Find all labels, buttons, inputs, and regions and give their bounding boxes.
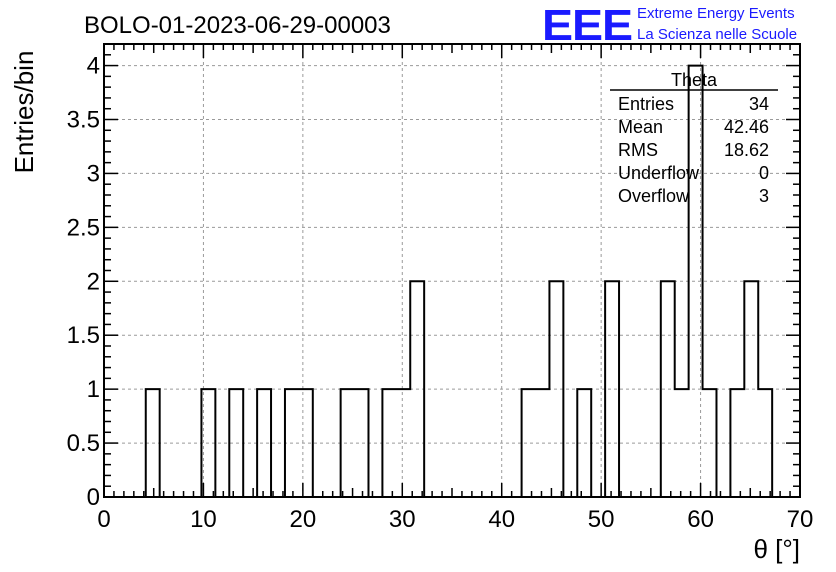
stats-value-entries: 34	[749, 94, 769, 114]
histogram-bin	[758, 389, 772, 497]
y-tick-label: 1	[87, 376, 100, 403]
y-axis-label: Entries/bin	[9, 51, 39, 174]
histogram-bin	[146, 389, 160, 497]
eee-logo: EEE Extreme Energy Events La Scienza nel…	[542, 1, 797, 50]
stats-label-entries: Entries	[618, 94, 674, 114]
x-tick-label: 0	[97, 506, 110, 533]
histogram-bin	[522, 389, 550, 497]
y-tick-label: 3	[87, 160, 100, 187]
stats-box: Theta Entries 34 Mean 42.46 RMS 18.62 Un…	[610, 70, 778, 206]
y-tick-label: 2	[87, 268, 100, 295]
stats-value-underflow: 0	[759, 163, 769, 183]
x-tick-label: 20	[290, 506, 317, 533]
histogram-bin	[410, 281, 424, 497]
histogram-bin	[549, 281, 563, 497]
histogram-bin	[703, 389, 717, 497]
histogram-bin	[730, 389, 744, 497]
histogram-bin	[689, 66, 703, 497]
histogram-bin	[201, 389, 215, 497]
histogram-bin	[229, 389, 243, 497]
stats-label-mean: Mean	[618, 117, 663, 137]
x-axis-label: θ [°]	[753, 534, 800, 564]
stats-label-rms: RMS	[618, 140, 658, 160]
y-axis-ticks: 0 0.5 1 1.5 2 2.5 3 3.5 4	[67, 43, 800, 511]
x-tick-label: 30	[389, 506, 416, 533]
histogram-bin	[605, 281, 619, 497]
x-axis-ticks: 0 10 20 30 40 50 60 70	[97, 44, 813, 533]
grid-lines	[104, 44, 800, 497]
stats-title: Theta	[671, 70, 718, 90]
stats-label-overflow: Overflow	[618, 186, 690, 206]
y-tick-label: 3.5	[67, 107, 100, 134]
histogram-bin	[661, 281, 675, 497]
x-tick-label: 70	[787, 506, 814, 533]
histogram-bin	[382, 389, 410, 497]
eee-logo-line1: Extreme Energy Events	[637, 5, 795, 22]
stats-value-rms: 18.62	[724, 140, 769, 160]
histogram-bin	[285, 389, 313, 497]
histogram-bin	[744, 281, 758, 497]
x-tick-label: 40	[488, 506, 515, 533]
stats-value-mean: 42.46	[724, 117, 769, 137]
y-tick-label: 0.5	[67, 430, 100, 457]
stats-value-overflow: 3	[759, 186, 769, 206]
y-tick-label: 4	[87, 53, 100, 80]
eee-logo-text: EEE	[542, 1, 632, 50]
x-tick-label: 60	[687, 506, 714, 533]
stats-label-underflow: Underflow	[618, 163, 700, 183]
y-tick-label: 0	[87, 484, 100, 511]
run-title: BOLO-01-2023-06-29-00003	[84, 12, 391, 39]
eee-logo-line2: La Scienza nelle Scuole	[637, 26, 797, 43]
y-tick-label: 1.5	[67, 322, 100, 349]
histogram-bin	[675, 389, 689, 497]
histogram-bins	[104, 64, 774, 498]
histogram-bin	[341, 389, 369, 497]
histogram-bin	[577, 389, 591, 497]
y-tick-label: 2.5	[67, 214, 100, 241]
histogram-bin	[257, 389, 271, 497]
x-tick-label: 50	[588, 506, 615, 533]
x-tick-label: 10	[190, 506, 217, 533]
